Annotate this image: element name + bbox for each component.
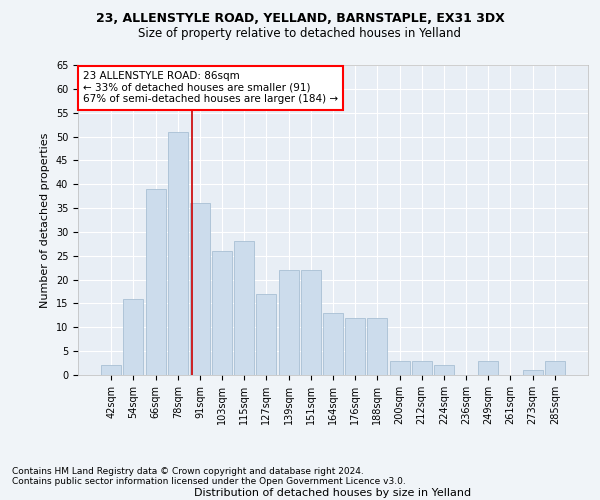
Bar (212, 251, 232, 375)
Bar (124, 298, 143, 375)
Bar (146, 189, 166, 375)
Y-axis label: Number of detached properties: Number of detached properties (40, 132, 50, 308)
Bar (389, 360, 410, 375)
Bar (345, 318, 365, 375)
Bar (412, 360, 432, 375)
Bar (278, 270, 299, 375)
Bar (434, 366, 454, 375)
Bar (256, 294, 277, 375)
Bar (234, 242, 254, 375)
Bar (545, 360, 565, 375)
Bar (301, 270, 321, 375)
Bar (323, 313, 343, 375)
Text: Size of property relative to detached houses in Yelland: Size of property relative to detached ho… (139, 28, 461, 40)
Text: Contains public sector information licensed under the Open Government Licence v3: Contains public sector information licen… (12, 477, 406, 486)
Text: 23 ALLENSTYLE ROAD: 86sqm
← 33% of detached houses are smaller (91)
67% of semi-: 23 ALLENSTYLE ROAD: 86sqm ← 33% of detac… (83, 71, 338, 104)
Bar (367, 318, 388, 375)
Text: Distribution of detached houses by size in Yelland: Distribution of detached houses by size … (194, 488, 472, 498)
Text: Contains HM Land Registry data © Crown copyright and database right 2024.: Contains HM Land Registry data © Crown c… (12, 467, 364, 476)
Bar (190, 204, 210, 375)
Bar (478, 360, 498, 375)
Bar (101, 366, 121, 375)
Text: 23, ALLENSTYLE ROAD, YELLAND, BARNSTAPLE, EX31 3DX: 23, ALLENSTYLE ROAD, YELLAND, BARNSTAPLE… (95, 12, 505, 26)
Bar (168, 132, 188, 375)
Bar (523, 370, 542, 375)
